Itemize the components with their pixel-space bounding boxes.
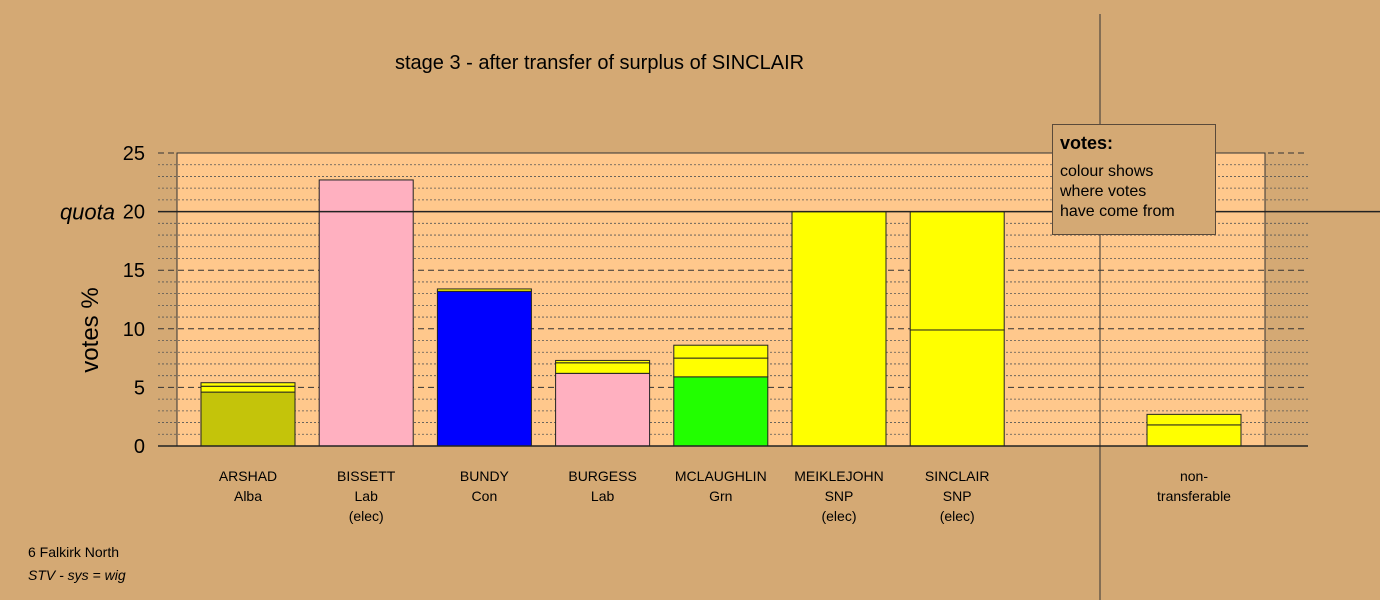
candidate-name: BUNDY xyxy=(460,468,510,484)
y-tick-label: 10 xyxy=(123,319,145,341)
bar-bundy-segment xyxy=(436,290,532,447)
legend-box: votes: colour shows where votes have com… xyxy=(1052,124,1216,235)
y-tick-label: 0 xyxy=(134,436,145,458)
bar-arshad-segment xyxy=(200,391,296,447)
candidate-party: Grn xyxy=(709,488,732,504)
bar-mclaughlin-segment xyxy=(673,357,769,378)
bar-burgess-segment xyxy=(555,372,651,447)
candidate-name: MCLAUGHLIN xyxy=(675,468,767,484)
bar-nontransferable-segment xyxy=(1146,413,1242,426)
candidate-party: Lab xyxy=(591,488,615,504)
nontransferable-label-2: transferable xyxy=(1157,488,1231,504)
chart-title: stage 3 - after transfer of surplus of S… xyxy=(395,52,805,74)
bar-mclaughlin-segment xyxy=(673,344,769,359)
candidate-party: Lab xyxy=(355,488,379,504)
y-tick-label: 20 xyxy=(123,202,145,224)
y-tick-label: 25 xyxy=(123,143,145,165)
candidate-name: ARSHAD xyxy=(219,468,277,484)
candidate-name: BURGESS xyxy=(568,468,636,484)
bar-bissett-segment xyxy=(318,179,414,447)
bar-nontransferable-segment xyxy=(1146,424,1242,447)
legend-line-3: have come from xyxy=(1060,203,1175,220)
legend-line-1: colour shows xyxy=(1060,163,1154,180)
candidate-note: (elec) xyxy=(821,508,856,524)
bar-burgess-segment xyxy=(555,362,651,374)
bar-mclaughlin-segment xyxy=(673,376,769,447)
candidate-party: SNP xyxy=(825,488,854,504)
legend-line-2: where votes xyxy=(1060,183,1147,200)
bar-meiklejohn-segment xyxy=(791,211,887,447)
candidate-note: (elec) xyxy=(940,508,975,524)
system-label: STV - sys = wig xyxy=(28,567,126,583)
y-tick-label: 5 xyxy=(134,377,145,399)
bar-bundy-segment xyxy=(436,288,532,292)
legend-heading: votes: xyxy=(1060,133,1114,153)
bar-arshad-segment xyxy=(200,385,296,393)
candidate-party: Con xyxy=(472,488,498,504)
bar-sinclair-segment xyxy=(909,329,1005,447)
bar-burgess-segment xyxy=(555,359,651,364)
candidate-name: SINCLAIR xyxy=(925,468,990,484)
candidate-party: SNP xyxy=(943,488,972,504)
candidate-party: Alba xyxy=(234,488,262,504)
constituency-label: 6 Falkirk North xyxy=(28,544,120,560)
bar-arshad-segment xyxy=(200,382,296,387)
candidate-note: (elec) xyxy=(349,508,384,524)
candidate-name: MEIKLEJOHN xyxy=(794,468,883,484)
y-axis-label: votes % xyxy=(77,287,104,372)
y-tick-label: 15 xyxy=(123,260,145,282)
quota-label: quota xyxy=(60,200,115,225)
candidate-name: BISSETT xyxy=(337,468,396,484)
nontransferable-label-1: non- xyxy=(1180,468,1208,484)
bar-sinclair-segment xyxy=(909,211,1005,331)
